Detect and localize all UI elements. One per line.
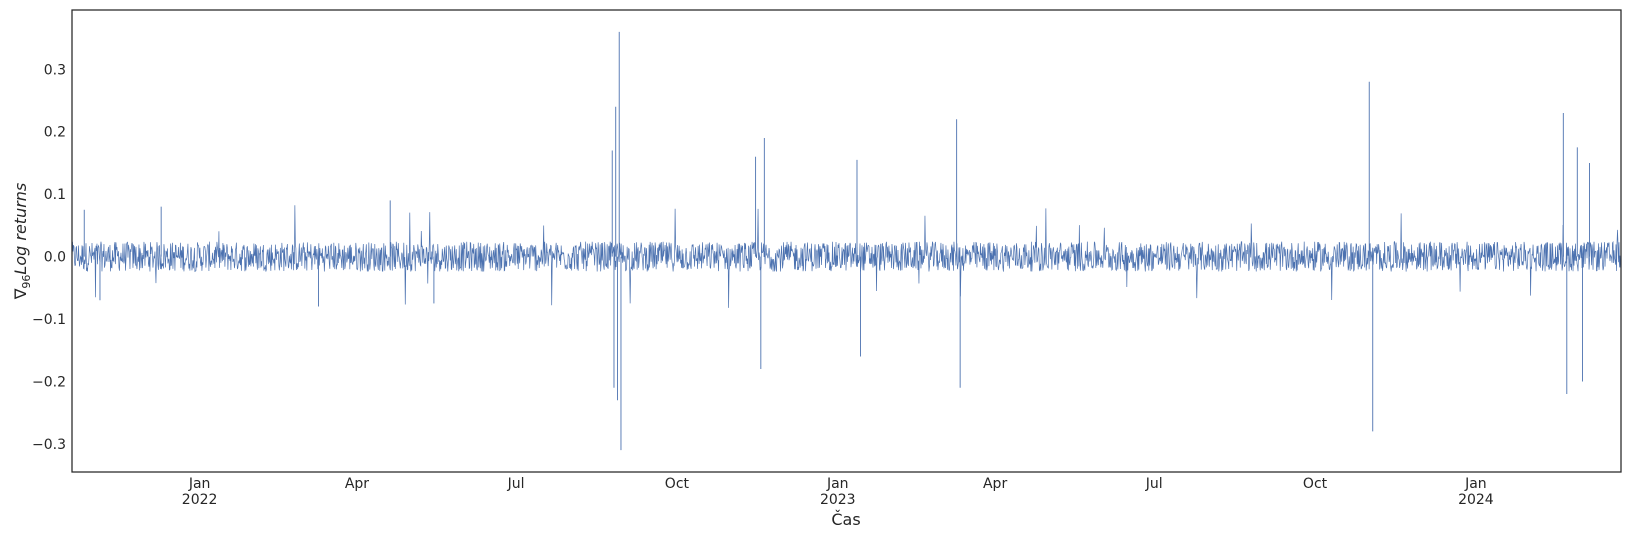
y-tick-label: −0.3 xyxy=(32,437,66,453)
x-tick-label: Oct xyxy=(1303,476,1328,492)
y-axis-label-subscript: 96 xyxy=(20,275,33,289)
x-tick-label: Jan xyxy=(826,476,849,492)
x-tick-label: Jul xyxy=(1145,476,1163,492)
y-tick-label: 0.0 xyxy=(44,250,66,266)
y-axis-label: ∇96Log returns xyxy=(11,183,33,301)
y-tick-label: 0.3 xyxy=(44,62,66,78)
y-tick-label: 0.2 xyxy=(44,125,66,141)
series-line xyxy=(71,205,1622,308)
x-tick-label: Oct xyxy=(665,476,690,492)
x-tick-year-label: 2022 xyxy=(182,492,218,508)
x-tick-year-label: 2023 xyxy=(820,492,856,508)
x-axis-label: Čas xyxy=(831,510,860,529)
y-tick-label: −0.2 xyxy=(32,374,66,390)
x-tick-label: Jul xyxy=(507,476,525,492)
y-axis-label-text: Log returns xyxy=(11,183,30,275)
y-tick-label: −0.1 xyxy=(32,312,66,328)
y-tick-label: 0.1 xyxy=(44,187,66,203)
x-tick-label: Apr xyxy=(983,476,1007,492)
plot-frame xyxy=(71,9,1622,473)
x-tick-label: Jan xyxy=(1464,476,1487,492)
x-tick-year-label: 2024 xyxy=(1458,492,1494,508)
y-axis-label-nabla: ∇ xyxy=(11,288,30,300)
y-axis-ticks: −0.3 −0.2 −0.1 0.0 0.1 0.2 0.3 xyxy=(32,62,66,453)
series-layer xyxy=(71,31,1622,451)
x-tick-label: Jan xyxy=(188,476,211,492)
x-tick-label: Apr xyxy=(345,476,369,492)
